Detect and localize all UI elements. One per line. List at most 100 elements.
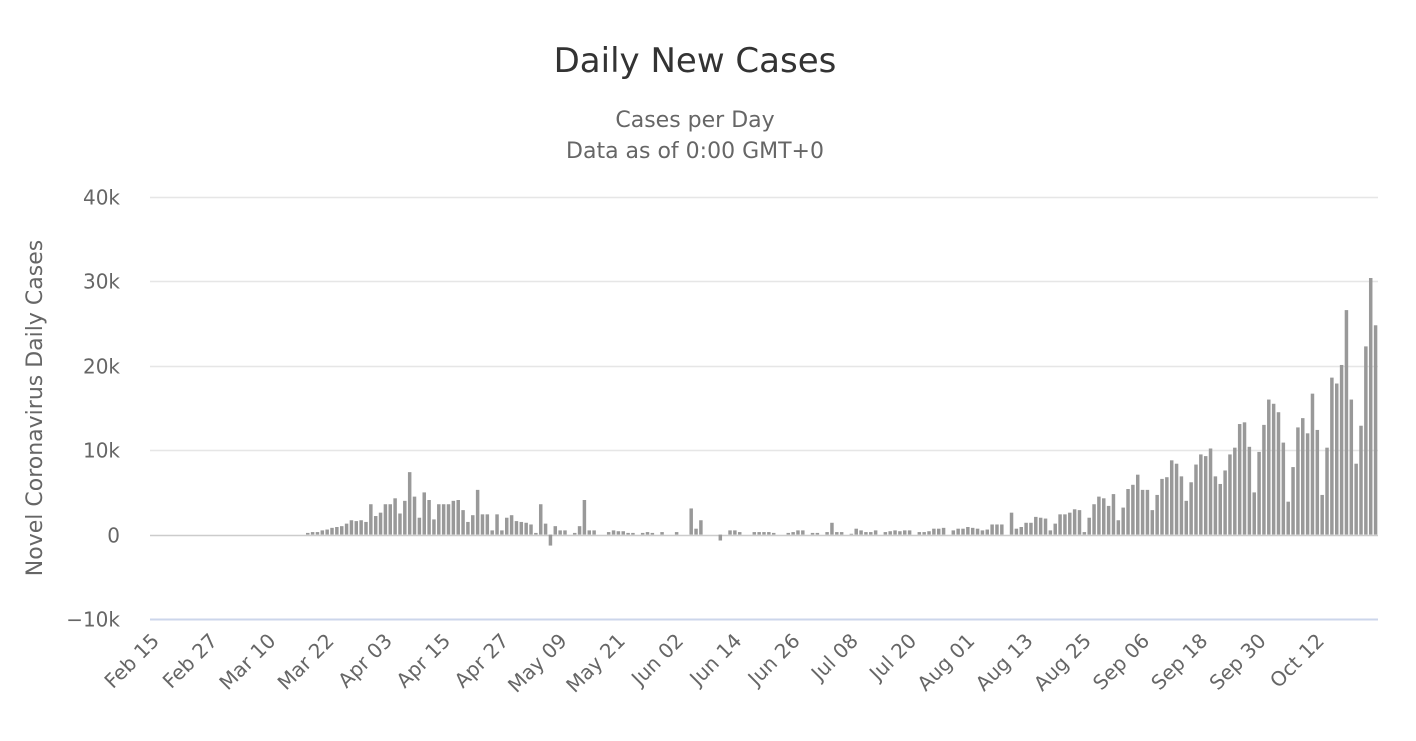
bar [1019,527,1023,535]
y-tick-label: 30k [83,270,120,294]
bar [771,532,776,535]
bar [951,530,956,535]
grid-lines [150,196,1378,621]
bar [417,517,422,535]
bar [354,521,359,535]
bar [543,523,548,535]
bar [461,510,465,535]
bar [839,532,844,535]
bar [412,496,417,535]
bar [437,504,441,535]
bar [1043,518,1048,535]
bar [1126,489,1130,535]
bar [1262,424,1266,535]
bar [970,527,975,535]
bar [1082,532,1087,535]
bar [1247,446,1252,535]
y-axis-ticks: −10k 0 10k 20k 30k 40k [66,186,120,632]
bar [451,500,456,535]
x-tick-label: Feb 15 [99,629,164,694]
bar [1000,524,1004,535]
bar [378,512,383,535]
bar [898,531,902,535]
bar [728,530,732,535]
bar [611,530,616,535]
bar [485,514,490,535]
bar [1252,492,1256,535]
bar [1179,476,1184,535]
bar [558,530,562,535]
bar [310,532,315,535]
bar [606,532,611,535]
bar [427,500,431,535]
bar [626,532,630,535]
bar [1068,512,1072,535]
bar [369,504,373,535]
bar [1097,496,1101,535]
bar [737,532,742,535]
bar [1218,483,1222,535]
bar [767,532,771,535]
x-tick-label: Aug 13 [971,629,1038,696]
bar [825,532,829,535]
bar [339,526,344,535]
bar [538,504,543,535]
bar [961,528,965,535]
bar [752,532,757,535]
bar [1339,364,1344,535]
bar [1160,478,1164,535]
x-tick-label: Feb 27 [158,629,223,694]
bar [1199,454,1203,535]
bar [975,528,980,535]
x-tick-label: May 21 [561,629,630,698]
bar [1344,310,1349,535]
x-tick-label: Oct 12 [1265,629,1329,693]
bar [553,526,558,535]
bar [1364,346,1368,535]
bar [1276,412,1281,535]
bar [315,532,320,535]
bar [762,532,766,535]
bar [1034,516,1038,535]
bar [1135,474,1140,535]
bar [335,527,339,535]
bar [1131,484,1135,535]
bar [509,515,514,535]
bar [572,532,577,535]
bar [1150,510,1155,535]
bar [1267,399,1271,535]
bar [985,529,990,535]
bar [480,514,485,535]
chart-title: Daily New Cases [554,41,837,81]
y-tick-label: 20k [83,355,120,379]
bar [810,532,815,535]
bar [529,524,533,535]
bar [500,530,504,535]
bar [995,524,999,535]
bar [1359,425,1363,535]
bar [966,527,970,535]
bar [373,516,378,535]
x-tick-label: Apr 15 [391,629,455,693]
bar [1169,460,1174,535]
bar [815,532,820,535]
bar [383,504,388,535]
bar [364,521,368,535]
bar [941,527,946,535]
bar [1291,467,1295,535]
bar [1174,463,1179,535]
bar [1242,422,1247,535]
bar [577,526,582,535]
bar [393,498,397,535]
bar [883,532,888,535]
bar [1121,507,1125,535]
bar [1189,482,1193,535]
bars [306,278,1378,546]
bar [801,530,805,535]
bar [1354,463,1358,535]
bar [859,530,863,535]
bar [869,532,873,535]
x-tick-label: Mar 10 [214,629,280,695]
